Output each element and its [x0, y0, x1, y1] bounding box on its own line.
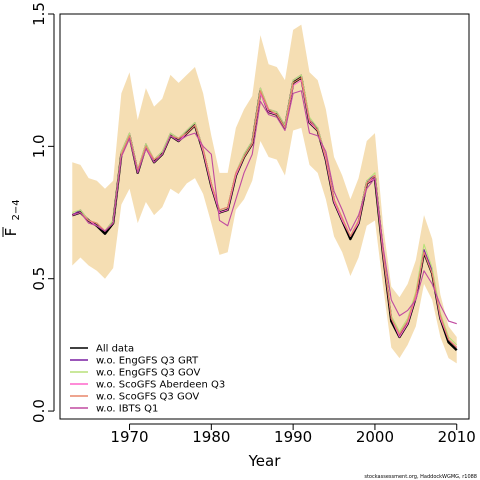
legend-label: All data [96, 344, 134, 355]
x-tick-label: 2010 [438, 428, 476, 446]
x-tick-label: 1980 [192, 428, 230, 446]
legend-label: w.o. ScoGFS Aberdeen Q3 [96, 380, 225, 391]
plot-frame [59, 13, 470, 420]
x-axis: 1970 1980 1990 2000 2010 [110, 423, 476, 446]
legend-label: w.o. EngGFS Q3 GOV [96, 368, 200, 379]
y-tick-label: 0.5 [30, 267, 48, 291]
x-axis-title: Year [248, 452, 282, 470]
x-tick-label: 1970 [110, 428, 148, 446]
y-axis-title-main: F [2, 228, 20, 237]
legend-label: w.o. EngGFS Q3 GRT [96, 356, 199, 367]
y-tick-label: 1.0 [30, 134, 48, 158]
y-tick-label: 1.5 [30, 2, 48, 26]
y-axis: 0.0 0.5 1.0 1.5 [30, 2, 55, 423]
series-line-4 [72, 76, 458, 348]
y-axis-title: F 2−4 [2, 199, 22, 237]
series-layer [71, 74, 458, 352]
credit-text: stockassessment.org, HaddockWGMG, r1088 [364, 474, 477, 480]
series-line-5 [72, 90, 457, 325]
legend-label: w.o. ScoGFS Q3 GOV [96, 392, 199, 403]
confidence-band [72, 24, 457, 364]
x-tick-label: 2000 [356, 428, 394, 446]
legend-label: w.o. IBTS Q1 [96, 404, 158, 415]
y-tick-label: 0.0 [30, 399, 48, 423]
x-tick-label: 1990 [274, 428, 312, 446]
confidence-band-layer [72, 24, 457, 364]
y-axis-title-subscript: 2−4 [11, 199, 22, 220]
